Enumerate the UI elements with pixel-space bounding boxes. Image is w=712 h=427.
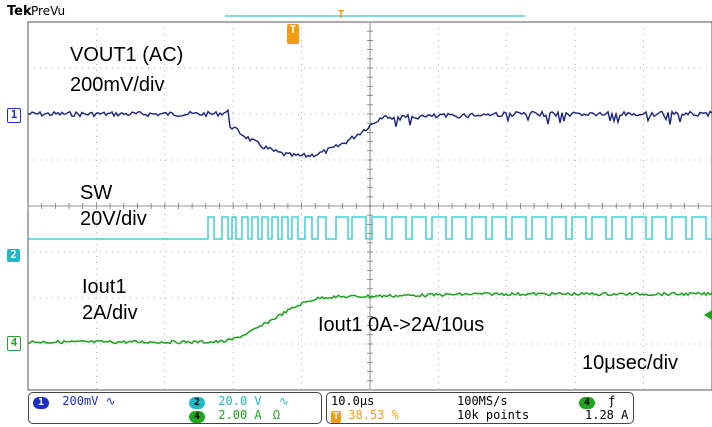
ch2-setting[interactable]: 2 20.0 V ∿ (189, 394, 289, 409)
trigger-level: 1.28 A (585, 408, 629, 422)
record-length: 10k points (457, 408, 530, 422)
ch2-coupling-icon: ∿ (278, 394, 289, 408)
scope-header: Tek PreVu (0, 0, 712, 22)
acquisition-mode: PreVu (31, 4, 66, 18)
ch1-scale: 200mV (62, 394, 99, 408)
ch1-level-marker[interactable]: 1 (7, 108, 21, 123)
trigger-level-icon (704, 310, 712, 320)
sample-rate: 100MS/s (457, 394, 508, 408)
ch1-setting[interactable]: 1 200mV ∿ (33, 394, 116, 409)
ch4-coupling-icon: Ω (272, 408, 281, 422)
timebase-annotation: 10μsec/div (582, 352, 679, 374)
trigger-position-icon: T (331, 411, 342, 423)
step-annotation: Iout1 0A->2A/10us (318, 314, 485, 336)
vout-title: VOUT1 (AC) (70, 44, 184, 66)
iout-title: Iout1 (82, 276, 127, 298)
trigger-source-badge: 4 (579, 397, 596, 409)
ch4-waveform (27, 291, 712, 345)
sw-title: SW (80, 182, 113, 204)
ch4-scale: 2.00 A (218, 408, 262, 422)
horizontal-position: T 38.53 % (331, 408, 399, 423)
vertical-settings-box[interactable]: 1 200mV ∿ 2 20.0 V ∿ 4 2.00 A Ω (28, 392, 322, 424)
ch2-badge: 2 (189, 397, 206, 409)
trigger-position-marker[interactable]: T (337, 8, 345, 21)
sw-scale: 20V/div (80, 208, 147, 230)
ch2-waveform (28, 216, 712, 240)
horizontal-settings-box[interactable]: 10.0μs T 38.53 % 100MS/s 10k points 4 ƒ … (326, 392, 634, 424)
ch1-coupling-icon: ∿ (105, 394, 116, 408)
trigger-slope-icon: ƒ (608, 394, 616, 408)
waveform-display[interactable] (0, 0, 712, 392)
vout-scale: 200mV/div (70, 74, 165, 96)
trigger-point-marker[interactable]: T (287, 24, 299, 44)
iout-scale: 2A/div (82, 302, 138, 324)
trigger-source[interactable]: 4 ƒ (579, 394, 616, 409)
ch4-setting[interactable]: 4 2.00 A Ω (189, 408, 280, 423)
status-bar: 1 200mV ∿ 2 20.0 V ∿ 4 2.00 A Ω 10.0μs T… (28, 392, 712, 424)
ch4-badge: 4 (189, 411, 206, 423)
ch2-level-marker[interactable]: 2 (7, 249, 20, 262)
ch1-waveform (27, 108, 712, 159)
ch4-level-marker[interactable]: 4 (7, 336, 21, 351)
ch2-scale: 20.0 V (218, 394, 262, 408)
ch1-badge: 1 (33, 397, 50, 409)
brand-logo: Tek (7, 4, 32, 19)
horizontal-scale: 10.0μs (331, 394, 375, 408)
